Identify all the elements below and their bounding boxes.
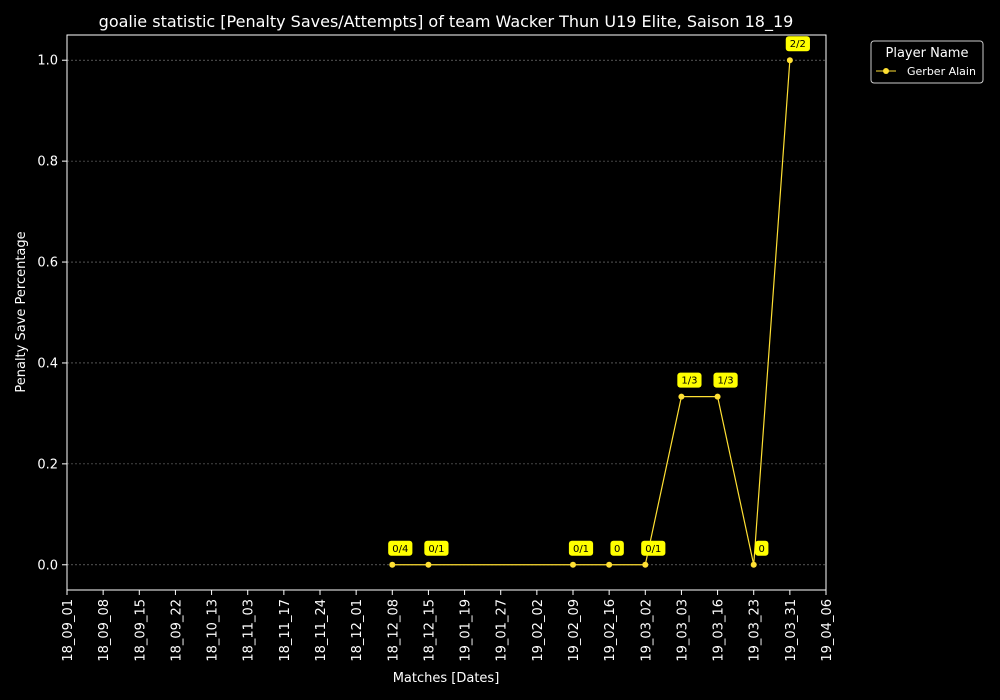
x-tick-label: 18_09_08 — [97, 599, 112, 662]
data-point — [714, 393, 721, 400]
x-tick-label: 19_03_02 — [639, 599, 654, 662]
y-axis: 0.0 0.2 0.4 0.6 0.8 1.0 — [37, 54, 67, 573]
data-label-box — [610, 540, 624, 556]
x-tick-label: 18_12_08 — [386, 599, 401, 662]
y-tick-label: 1.0 — [37, 54, 58, 69]
data-label-box — [641, 540, 666, 556]
data-label: 0/1 — [573, 544, 589, 555]
data-point — [642, 561, 649, 568]
legend: Player Name Gerber Alain — [870, 40, 984, 84]
y-tick-label: 0.8 — [37, 155, 58, 170]
data-label-box — [388, 540, 413, 556]
x-axis: 18_09_01 18_09_08 18_09_15 18_09_22 18_10_13… — [61, 590, 835, 662]
data-label-box — [424, 540, 449, 556]
x-tick-label: 19_03_31 — [784, 599, 799, 662]
chart-title: goalie statistic [Penalty Saves/Attempts… — [99, 12, 794, 32]
y-axis-label: Penalty Save Percentage — [14, 231, 29, 392]
x-tick-label: 19_01_19 — [459, 599, 474, 662]
legend-title: Player Name — [886, 46, 969, 61]
data-label: 1/3 — [681, 376, 697, 387]
data-label: 0/1 — [645, 544, 661, 555]
x-tick-label: 18_10_13 — [206, 599, 221, 662]
data-point — [678, 393, 685, 400]
data-label: 0/1 — [428, 544, 444, 555]
x-tick-label: 19_03_23 — [748, 599, 763, 662]
data-point — [786, 57, 793, 64]
data-label-box — [568, 540, 594, 556]
x-tick-label: 18_11_17 — [278, 599, 293, 662]
x-tick-label: 19_03_03 — [675, 599, 690, 662]
annotation-layer: 0/4 0/1 0/1 0 0/1 1/3 1/3 0 2/2 — [388, 36, 810, 556]
y-tick-label: 0.6 — [37, 256, 58, 271]
legend-point-marker — [883, 68, 889, 74]
x-tick-label: 18_11_03 — [242, 599, 257, 662]
x-tick-label: 18_12_01 — [350, 599, 365, 662]
data-point — [425, 561, 432, 568]
data-label: 0 — [614, 544, 620, 555]
data-label-box — [677, 372, 702, 388]
y-tick-label: 0.4 — [37, 356, 58, 371]
series-line — [392, 60, 791, 566]
data-point — [389, 561, 396, 568]
x-tick-label: 18_11_24 — [314, 599, 329, 662]
series-layer — [389, 57, 793, 568]
data-point — [570, 561, 576, 568]
x-tick-label: 18_12_15 — [422, 599, 437, 662]
x-tick-label: 19_02_09 — [567, 599, 582, 662]
data-label: 2/2 — [790, 39, 806, 50]
data-label-box — [755, 540, 769, 556]
x-tick-label: 18_09_15 — [133, 599, 148, 662]
data-label-box — [713, 372, 738, 388]
data-point — [606, 561, 613, 568]
data-point — [750, 561, 757, 568]
x-tick-label: 19_04_06 — [820, 599, 835, 662]
legend-label: Gerber Alain — [907, 65, 976, 78]
data-label: 1/3 — [718, 376, 734, 387]
legend-box — [870, 40, 984, 84]
data-label-box — [785, 36, 810, 52]
x-axis-label: Matches [Dates] — [393, 671, 500, 686]
data-label: 0 — [759, 544, 765, 555]
x-tick-label: 19_02_16 — [603, 599, 618, 662]
data-label: 0/4 — [392, 544, 408, 555]
x-tick-label: 19_02_02 — [531, 599, 546, 662]
plot-frame — [66, 34, 827, 591]
x-tick-label: 19_01_27 — [495, 599, 510, 662]
grid — [67, 59, 826, 566]
x-tick-label: 18_09_01 — [61, 599, 76, 662]
x-tick-label: 19_03_16 — [712, 599, 727, 662]
y-tick-label: 0.0 — [37, 558, 58, 573]
x-tick-label: 18_09_22 — [169, 599, 184, 662]
y-tick-label: 0.2 — [37, 457, 58, 472]
